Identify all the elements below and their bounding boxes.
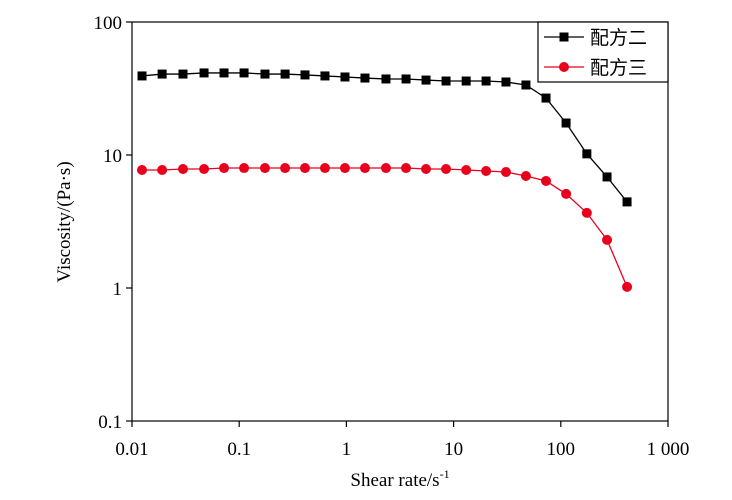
legend-marker (559, 62, 569, 72)
marker (239, 68, 249, 78)
marker (178, 69, 188, 79)
marker (581, 207, 592, 218)
marker (259, 163, 270, 174)
marker (461, 165, 472, 176)
marker (319, 163, 330, 174)
marker (561, 188, 572, 199)
legend-marker (559, 32, 569, 42)
x-tick-label: 0.1 (227, 439, 251, 460)
marker (602, 172, 612, 182)
marker (622, 281, 633, 292)
marker (239, 163, 250, 174)
x-tick-label: 10 (444, 439, 463, 460)
marker (300, 70, 310, 80)
x-tick-label: 100 (547, 439, 576, 460)
marker (280, 69, 290, 79)
marker (339, 163, 350, 174)
plot-frame (131, 21, 669, 422)
marker (461, 76, 471, 86)
y-tick-label: 1 (113, 279, 123, 300)
y-axis-label: Viscosity/(Pa·s) (54, 161, 75, 282)
marker (280, 163, 291, 174)
marker (360, 73, 370, 83)
marker (501, 77, 511, 87)
legend-label: 配方三 (590, 57, 647, 79)
marker (380, 163, 391, 174)
marker (441, 76, 451, 86)
y-tick-label: 10 (103, 146, 122, 167)
legend-box (537, 21, 669, 83)
marker (320, 71, 330, 81)
marker (582, 149, 592, 159)
marker (561, 118, 571, 128)
marker (481, 76, 491, 86)
marker (157, 165, 168, 176)
marker (199, 163, 210, 174)
x-label-superscript: -1 (440, 467, 450, 481)
series-line (142, 167, 628, 288)
marker (137, 71, 147, 81)
marker (622, 197, 632, 207)
marker (541, 93, 551, 103)
marker (137, 165, 148, 176)
marker (177, 163, 188, 174)
y-tick-label: 100 (94, 13, 123, 34)
marker (441, 163, 452, 174)
marker (300, 163, 311, 174)
marker (602, 234, 613, 245)
x-tick-label: 1 (342, 439, 352, 460)
x-axis-label: Shear rate/s-1 (350, 467, 449, 491)
marker (219, 163, 230, 174)
marker (421, 75, 431, 85)
marker (359, 163, 370, 174)
marker (219, 68, 229, 78)
marker (260, 69, 270, 79)
y-tick-label: 0.1 (98, 412, 122, 433)
marker (421, 163, 432, 174)
marker (401, 74, 411, 84)
marker (541, 175, 552, 186)
marker (199, 68, 209, 78)
marker (340, 72, 350, 82)
marker (157, 69, 167, 79)
marker (520, 171, 531, 182)
marker (381, 74, 391, 84)
marker (521, 80, 531, 90)
series-line (141, 72, 628, 203)
x-tick-label: 1 000 (647, 439, 690, 460)
legend-label: 配方二 (590, 27, 647, 49)
x-tick-label: 0.01 (115, 439, 148, 460)
marker (401, 163, 412, 174)
marker (481, 166, 492, 177)
x-label-text: Shear rate/s (350, 470, 439, 491)
marker (500, 167, 511, 178)
